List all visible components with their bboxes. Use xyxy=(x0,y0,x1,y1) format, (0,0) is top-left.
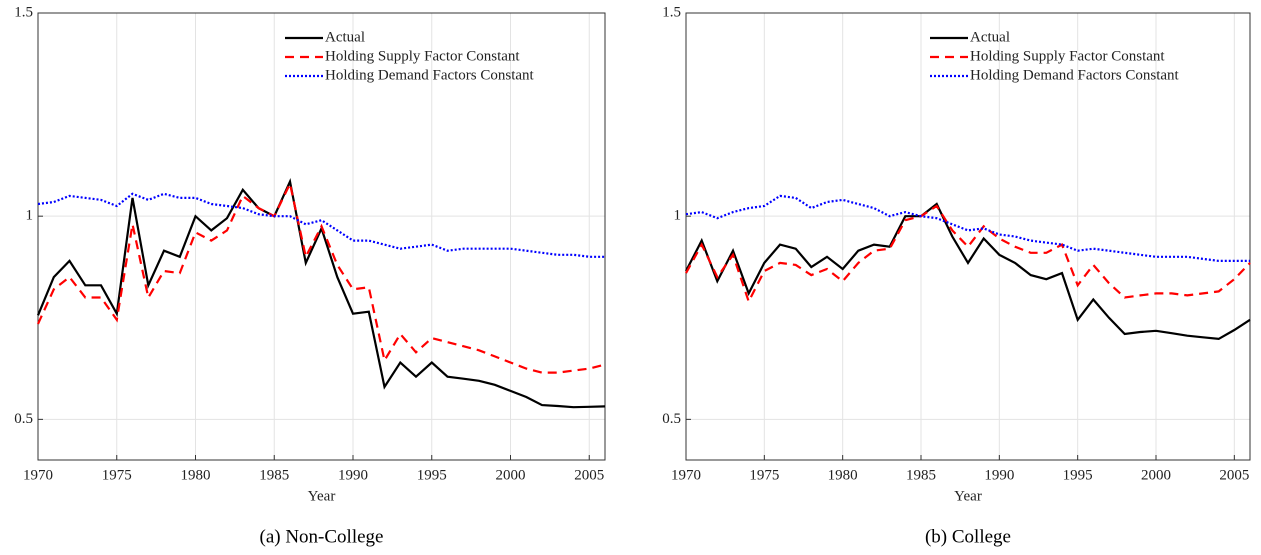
series-line xyxy=(685,202,1251,341)
legend-label: Actual xyxy=(325,29,365,45)
series-line xyxy=(685,194,1250,262)
x-tick-label: 1995 xyxy=(417,467,447,483)
series-line xyxy=(685,204,1251,305)
y-tick-label: 1 xyxy=(674,208,682,224)
x-tick-label: 2000 xyxy=(496,467,526,483)
y-tick-label: 1.5 xyxy=(662,4,681,20)
series-line xyxy=(37,192,605,258)
x-tick-label: 2000 xyxy=(1141,467,1171,483)
x-tick-label: 1990 xyxy=(984,467,1014,483)
x-tick-label: 1995 xyxy=(1063,467,1093,483)
plot-frame xyxy=(685,12,1251,461)
caption: (b) College xyxy=(925,526,1011,547)
x-tick-label: 1970 xyxy=(23,467,53,483)
x-tick-label: 1975 xyxy=(102,467,132,483)
x-tick-label: 1980 xyxy=(181,467,211,483)
x-tick-label: 1990 xyxy=(338,467,368,483)
legend-label: Actual xyxy=(970,29,1010,45)
x-tick-label: 1985 xyxy=(906,467,936,483)
y-tick-label: 0.5 xyxy=(662,411,681,427)
y-tick-label: 1.5 xyxy=(14,4,33,20)
series-line xyxy=(36,178,606,409)
x-axis-label: Year xyxy=(308,488,336,504)
x-tick-label: 1970 xyxy=(671,467,701,483)
x-tick-label: 1985 xyxy=(259,467,289,483)
x-tick-label: 2005 xyxy=(1219,467,1249,483)
legend-label: Holding Supply Factor Constant xyxy=(325,48,520,64)
y-tick-label: 1 xyxy=(26,208,34,224)
x-tick-label: 1975 xyxy=(749,467,779,483)
x-axis-label: Year xyxy=(954,488,982,504)
series-line xyxy=(36,180,606,374)
x-tick-label: 2005 xyxy=(574,467,604,483)
plot-frame xyxy=(37,12,606,461)
legend-label: Holding Demand Factors Constant xyxy=(325,67,535,83)
y-tick-label: 0.5 xyxy=(14,411,33,427)
caption: (a) Non-College xyxy=(260,526,384,547)
legend-label: Holding Supply Factor Constant xyxy=(970,48,1165,64)
x-tick-label: 1980 xyxy=(828,467,858,483)
legend-label: Holding Demand Factors Constant xyxy=(970,67,1180,83)
